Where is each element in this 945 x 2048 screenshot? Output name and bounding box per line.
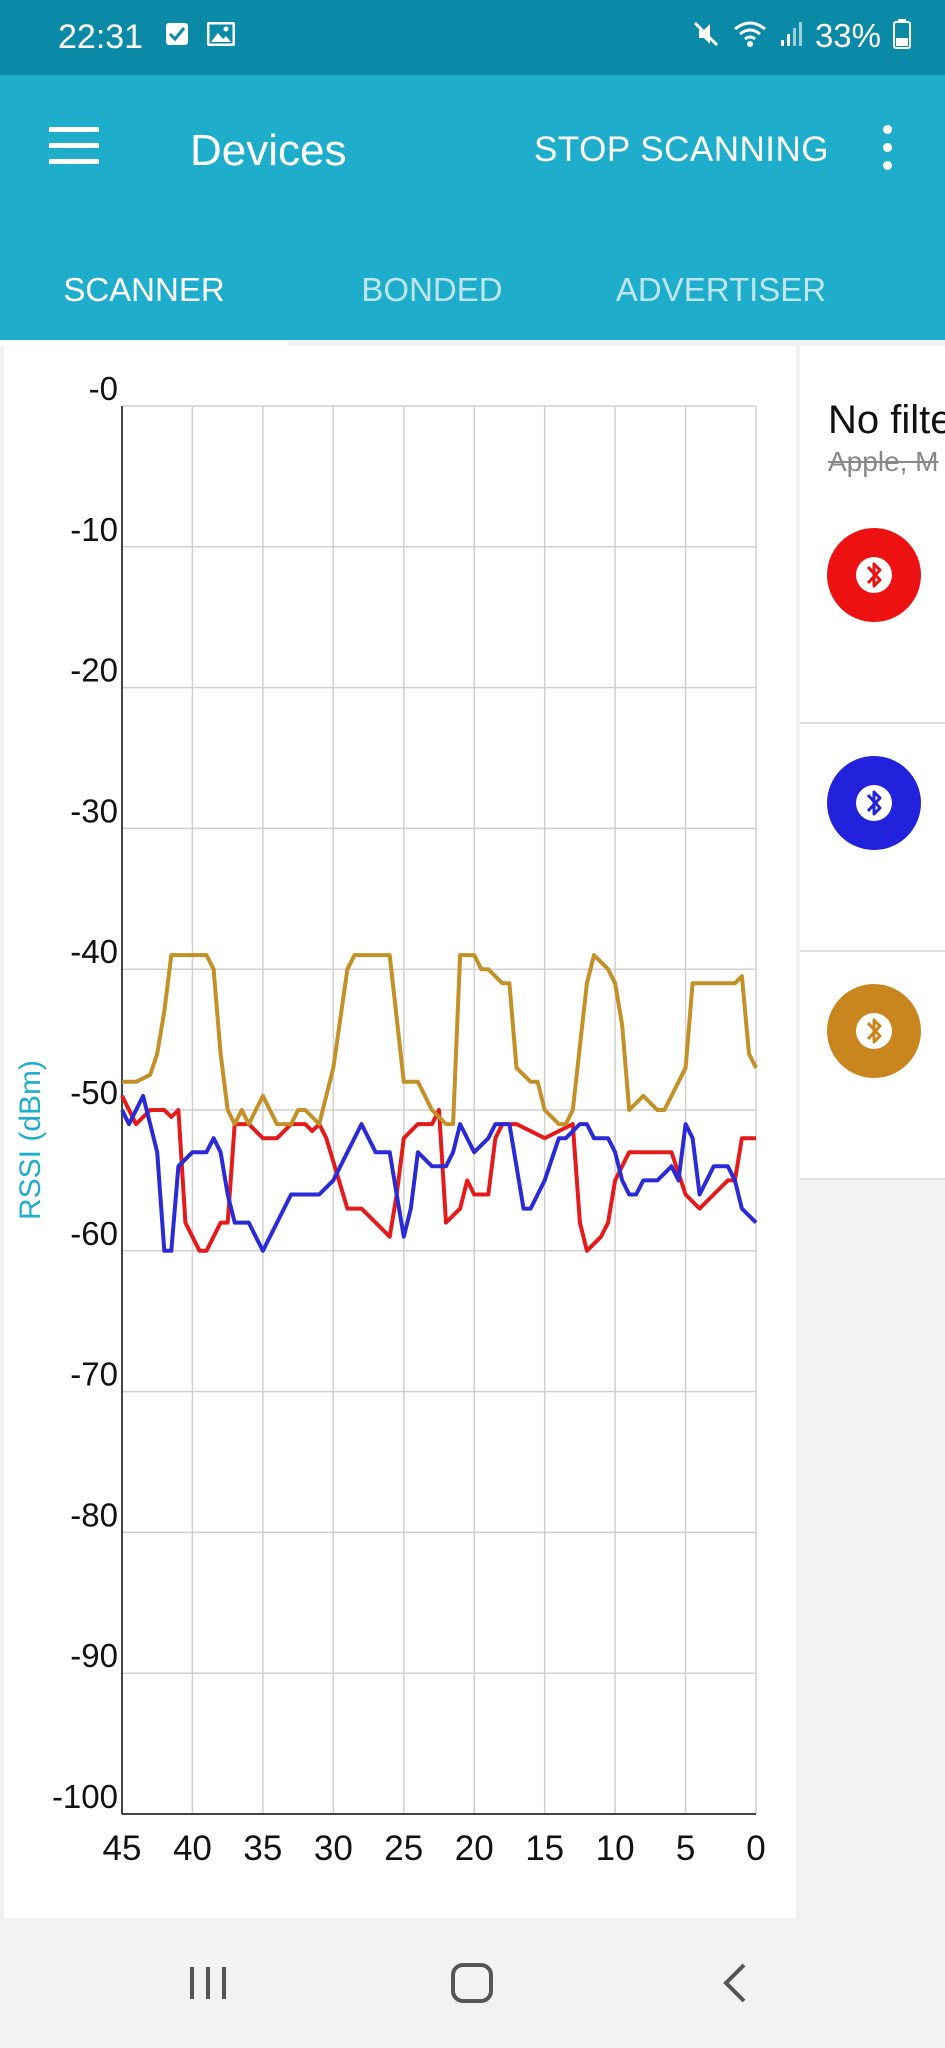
filter-box[interactable]: No filte Apple, M [800, 346, 945, 498]
app-bar: Devices STOP SCANNING SCANNER BONDED ADV… [0, 75, 945, 340]
signal-icon [779, 20, 803, 53]
check-box-icon [165, 22, 189, 51]
tab-bonded[interactable]: BONDED [361, 271, 503, 308]
y-axis-label: RSSI (dBm) [14, 1060, 47, 1220]
y-tick-label: -60 [70, 1215, 118, 1252]
y-tick-label: -30 [70, 792, 118, 829]
device-item[interactable] [800, 952, 945, 1180]
battery-icon [893, 18, 911, 54]
filter-title: No filte [828, 398, 945, 442]
y-tick-label: -10 [70, 511, 118, 548]
wifi-icon [733, 20, 767, 53]
x-tick-label: 35 [243, 1829, 282, 1868]
x-tick-label: 5 [676, 1829, 695, 1868]
device-item[interactable] [800, 496, 945, 724]
filter-subtitle: Apple, M [828, 446, 939, 477]
navigation-bar [0, 1918, 945, 2048]
x-tick-label: 30 [314, 1829, 353, 1868]
y-tick-label: -20 [70, 652, 118, 689]
menu-icon[interactable] [49, 127, 99, 164]
x-tick-label: 20 [455, 1829, 494, 1868]
x-tick-label: 0 [746, 1829, 765, 1868]
tab-scanner[interactable]: SCANNER [63, 271, 225, 308]
home-icon[interactable] [432, 1953, 512, 2013]
y-tick-label: -90 [70, 1637, 118, 1674]
bluetooth-icon [827, 528, 921, 622]
x-tick-label: 15 [525, 1829, 564, 1868]
series-line-1 [120, 1093, 758, 1253]
y-tick-label: -40 [70, 933, 118, 970]
series-line-2 [122, 953, 758, 1127]
battery-percent: 33% [814, 17, 881, 54]
more-options-icon[interactable] [880, 125, 894, 171]
x-tick-label: 25 [384, 1829, 423, 1868]
recent-apps-icon[interactable] [168, 1953, 248, 2013]
rssi-chart: -0 -10 -20 -30 -40 -50 -60 -70 -80 -90 -100 45 40 35 3… [4, 346, 796, 1918]
y-tick-label: -100 [52, 1778, 118, 1815]
tab-indicator [0, 340, 288, 346]
stop-scanning-button[interactable]: STOP SCANNING [534, 130, 829, 169]
back-icon[interactable] [696, 1953, 776, 2013]
x-tick-label: 40 [173, 1829, 212, 1868]
bluetooth-icon [827, 756, 921, 850]
status-right: 33% [691, 17, 911, 55]
tab-advertiser[interactable]: ADVERTISER [615, 271, 827, 308]
y-tick-label: -70 [70, 1356, 118, 1393]
series-line-0 [120, 1095, 756, 1253]
y-tick-label: -50 [70, 1074, 118, 1111]
tab-bar: SCANNER BONDED ADVERTISER [0, 260, 945, 340]
x-tick-label: 45 [103, 1829, 142, 1868]
image-icon [206, 21, 236, 51]
rssi-chart-svg: -0 -10 -20 -30 -40 -50 -60 -70 -80 -90 -100 45 40 35 3… [14, 370, 766, 1868]
device-item[interactable] [800, 724, 945, 952]
status-bar: 22:31 33% [0, 0, 945, 75]
status-icons-left [165, 21, 236, 51]
status-time: 22:31 [58, 18, 144, 56]
mute-icon [691, 19, 721, 54]
page-title: Devices [190, 126, 347, 175]
x-tick-label: 10 [596, 1829, 635, 1868]
y-tick-label: -80 [70, 1496, 118, 1533]
bluetooth-icon [827, 984, 921, 1078]
y-tick-label: -0 [89, 370, 118, 407]
device-list-panel: No filte Apple, M [800, 346, 945, 1918]
